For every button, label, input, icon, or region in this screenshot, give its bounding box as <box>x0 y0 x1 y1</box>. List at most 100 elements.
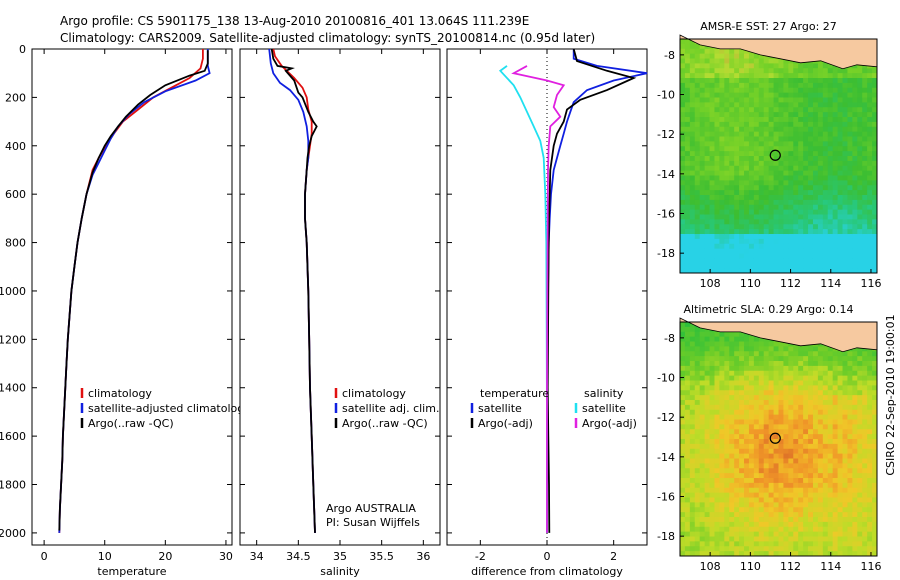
heatmap-cell <box>862 346 868 352</box>
heatmap-cell <box>753 531 760 537</box>
heatmap-cell <box>778 175 784 181</box>
heatmap-cell <box>744 73 750 79</box>
heatmap-cell <box>798 170 804 176</box>
heatmap-cell <box>808 263 814 269</box>
heatmap-cell <box>699 526 706 533</box>
heatmap-cell <box>773 439 779 445</box>
heatmap-cell <box>842 351 848 357</box>
heatmap-cell <box>817 156 824 162</box>
heatmap-cell <box>872 248 878 254</box>
heatmap-cell <box>684 424 691 430</box>
heatmap-cell <box>788 531 794 537</box>
heatmap-cell <box>808 395 814 401</box>
heatmap-cell <box>852 63 858 69</box>
heatmap-cell <box>724 136 730 142</box>
heatmap-cell <box>758 117 765 123</box>
heatmap-cell <box>773 400 779 406</box>
heatmap-cell <box>734 400 740 406</box>
heatmap-cell <box>689 141 696 147</box>
heatmap-cell <box>817 190 824 196</box>
heatmap-cell <box>817 97 824 103</box>
heatmap-cell <box>768 356 774 362</box>
heatmap-cell <box>812 82 819 89</box>
heatmap-cell <box>699 434 706 440</box>
heatmap-cell <box>832 356 838 362</box>
heatmap-cell <box>709 458 715 464</box>
heatmap-cell <box>709 502 715 508</box>
heatmap-cell <box>808 487 814 494</box>
heatmap-cell <box>748 175 755 181</box>
heatmap-cell <box>763 243 770 250</box>
heatmap-cell <box>729 361 735 367</box>
heatmap-cell <box>788 463 794 469</box>
heatmap-cell <box>680 268 686 274</box>
heatmap-cell <box>763 258 770 264</box>
heatmap-cell <box>803 156 809 162</box>
heatmap-cell <box>827 507 834 513</box>
heatmap-cell <box>719 439 725 445</box>
heatmap-cell <box>729 331 735 338</box>
heatmap-cell <box>768 448 774 455</box>
heatmap-cell <box>817 356 824 362</box>
heatmap-cell <box>684 87 691 94</box>
heatmap-cell <box>724 214 730 220</box>
heatmap-cell <box>689 82 696 89</box>
header-line2: Climatology: CARS2009. Satellite-adjuste… <box>60 31 595 45</box>
heatmap-cell <box>729 346 735 352</box>
heatmap-cell <box>719 117 725 123</box>
heatmap-cell <box>872 195 878 201</box>
heatmap-cell <box>689 551 696 557</box>
heatmap-cell <box>734 102 740 108</box>
heatmap-cell <box>803 551 809 557</box>
heatmap-cell <box>803 478 809 484</box>
heatmap-cell <box>842 409 848 416</box>
heatmap-cell <box>768 536 774 542</box>
heatmap-cell <box>847 190 853 196</box>
heatmap-cell <box>773 526 779 533</box>
heatmap-cell <box>872 107 878 113</box>
heatmap-cell <box>847 375 853 381</box>
heatmap-cell <box>739 243 745 250</box>
heatmap-cell <box>862 478 868 484</box>
heatmap-cell <box>709 370 715 377</box>
heatmap-cell <box>862 400 868 406</box>
heatmap-cell <box>704 151 710 157</box>
heatmap-cell <box>699 151 706 157</box>
heatmap-cell <box>699 204 706 211</box>
heatmap-cell <box>788 82 794 89</box>
heatmap-cell <box>709 97 715 103</box>
heatmap-cell <box>862 409 868 416</box>
heatmap-cell <box>714 546 720 552</box>
heatmap-cell <box>872 473 878 479</box>
heatmap-cell <box>852 141 858 147</box>
heatmap-cell <box>788 448 794 455</box>
heatmap-cell <box>837 521 843 528</box>
heatmap-cell <box>798 73 804 79</box>
heatmap-cell <box>822 102 829 108</box>
heatmap-cell <box>709 92 715 98</box>
heatmap-cell <box>684 341 691 347</box>
heatmap-cell <box>689 326 696 333</box>
x-tick-label: 10 <box>98 550 112 563</box>
heatmap-cell <box>719 141 725 147</box>
heatmap-cell <box>763 404 770 411</box>
heatmap-cell <box>719 507 725 513</box>
heatmap-cell <box>872 73 878 79</box>
heatmap-cell <box>778 199 784 206</box>
heatmap-cell <box>857 453 863 459</box>
heatmap-cell <box>783 117 789 123</box>
heatmap-cell <box>778 439 784 445</box>
heatmap-cell <box>724 195 730 201</box>
heatmap-cell <box>699 175 706 181</box>
heatmap-cell <box>744 209 750 215</box>
heatmap-cell <box>689 131 696 137</box>
heatmap-cell <box>709 541 715 547</box>
heatmap-cell <box>852 526 858 533</box>
heatmap-cell <box>689 58 696 64</box>
heatmap-cell <box>684 346 691 352</box>
heatmap-cell <box>709 517 715 523</box>
heatmap-cell <box>862 517 868 523</box>
heatmap-cell <box>857 517 863 523</box>
y-tick-label: -8 <box>664 49 675 62</box>
heatmap-cell <box>709 185 715 191</box>
